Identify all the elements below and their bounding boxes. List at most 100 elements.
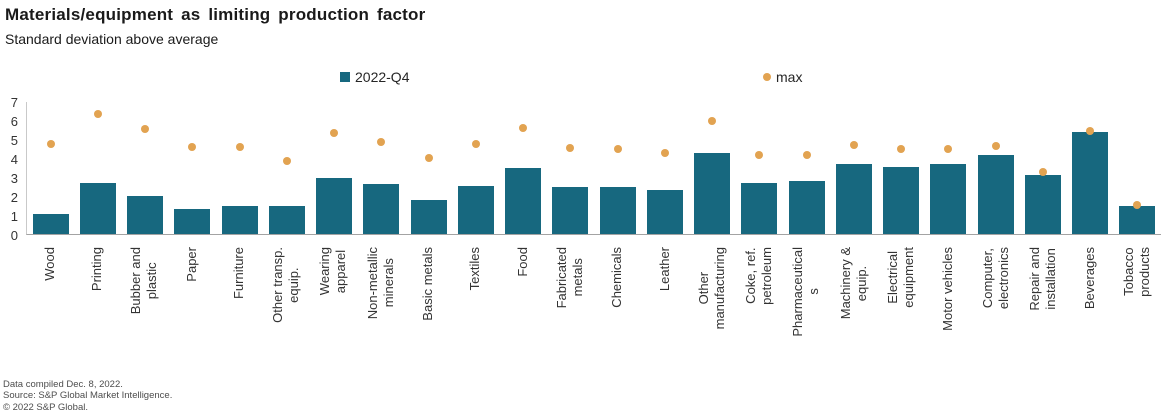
category-label: Furniture (230, 247, 246, 300)
y-axis-tick-label: 7 (10, 95, 18, 110)
chart-column (830, 102, 877, 234)
max-dot (802, 151, 811, 160)
chart-column (263, 102, 310, 234)
max-dot (141, 124, 150, 133)
max-dot (991, 141, 1000, 150)
max-dot (330, 129, 339, 138)
x-axis-labels: Wood Printing Bubber and plastic Paper Furni… (26, 235, 1161, 387)
chart-column (594, 102, 641, 234)
y-axis-tick-label: 3 (10, 171, 18, 186)
max-dot (708, 116, 717, 125)
max-dot (1086, 127, 1095, 136)
category-label: Fabricated metals (553, 247, 585, 309)
category-label: Wood (41, 247, 57, 281)
bar-2022q4 (835, 163, 872, 234)
chart-column (689, 102, 736, 234)
y-axis-tick-label: 1 (10, 209, 18, 224)
y-axis: 7 6 5 4 3 2 1 0 (0, 95, 26, 243)
chart-column (122, 102, 169, 234)
max-dot (755, 151, 764, 160)
y-axis-tick-label: 4 (10, 152, 18, 167)
max-dot (849, 140, 858, 149)
y-axis-tick-label: 5 (10, 133, 18, 148)
category-label: Other transp. equip. (270, 247, 302, 323)
bar-2022q4 (32, 214, 69, 234)
chart-column (972, 102, 1019, 234)
max-dot (188, 142, 197, 151)
copyright-note: © 2022 S&P Global. (3, 401, 88, 413)
category-label: Food (514, 247, 530, 277)
max-dot (46, 139, 55, 148)
bar-2022q4 (930, 163, 967, 234)
chart-column (500, 102, 547, 234)
max-dot (613, 145, 622, 154)
max-dot (566, 143, 575, 152)
bar-2022q4 (221, 205, 258, 234)
chart-column (1019, 102, 1066, 234)
bar-2022q4 (127, 196, 164, 234)
max-dot (471, 139, 480, 148)
bar-2022q4 (599, 186, 636, 234)
max-dot (93, 110, 102, 119)
chart-column (783, 102, 830, 234)
chart-legend: 2022-Q4 max (0, 69, 1161, 87)
chart-column (358, 102, 405, 234)
legend-label: max (776, 69, 803, 85)
chart-column (27, 102, 74, 234)
bar-2022q4 (363, 183, 400, 234)
bar-2022q4 (410, 199, 447, 234)
max-dot (377, 137, 386, 146)
bar-2022q4 (457, 185, 494, 234)
max-dot (235, 142, 244, 151)
max-dot (660, 149, 669, 158)
legend-label: 2022-Q4 (355, 69, 410, 85)
category-label: Paper (183, 247, 199, 282)
chart-column (1114, 102, 1161, 234)
chart-column (169, 102, 216, 234)
category-label: Textiles (467, 247, 483, 291)
y-axis-tick-label: 2 (10, 190, 18, 205)
category-label: Repair and installation (1026, 247, 1058, 311)
category-label: Coke, ref. petroleum (743, 247, 775, 305)
category-label: Tobacco products (1121, 247, 1153, 297)
bar-2022q4 (694, 153, 731, 234)
page-title: Materials/equipment as limiting producti… (5, 5, 426, 24)
chart-column (878, 102, 925, 234)
bar-2022q4 (977, 155, 1014, 234)
chart-area: 7 6 5 4 3 2 1 0 Wood Printing Bubber and plastic P… (0, 95, 1161, 387)
max-dot (519, 123, 528, 132)
max-series-swatch-icon (763, 73, 771, 81)
chart-column (74, 102, 121, 234)
bar-2022q4 (268, 206, 305, 234)
source-note: Source: S&P Global Market Intelligence. (3, 390, 173, 401)
category-label: Beverages (1082, 247, 1098, 310)
bar-2022q4 (1024, 175, 1061, 234)
bar-2022q4 (505, 168, 542, 234)
plot-area (26, 102, 1161, 235)
category-label: Printing (88, 247, 104, 292)
legend-item-2022q4: 2022-Q4 (340, 69, 409, 85)
chart-column (311, 102, 358, 234)
bar-2022q4 (788, 180, 825, 234)
plot-region: Wood Printing Bubber and plastic Paper Furni… (26, 102, 1161, 387)
bar-2022q4 (174, 209, 211, 234)
bar-2022q4 (1072, 132, 1109, 234)
category-label: Machinery & equip. (837, 247, 869, 320)
chart-column (925, 102, 972, 234)
category-label: Motor vehicles (940, 247, 956, 331)
chart-column (216, 102, 263, 234)
chart-column (736, 102, 783, 234)
category-label: Non-metallic minerals (364, 247, 396, 320)
data-compiled-note: Data compiled Dec. 8, 2022. (3, 378, 123, 390)
chart-column (1067, 102, 1114, 234)
category-label: Leather (656, 247, 672, 292)
category-label: Pharmaceutical s (790, 247, 822, 337)
category-label: Computer, electronics (979, 247, 1011, 310)
category-label: Basic metals (420, 247, 436, 321)
max-dot (1038, 168, 1047, 177)
y-axis-tick-label: 6 (10, 114, 18, 129)
category-label: Electrical equipment (884, 247, 916, 308)
category-label: Bubber and plastic (128, 247, 160, 315)
bar-2022q4 (883, 166, 920, 234)
